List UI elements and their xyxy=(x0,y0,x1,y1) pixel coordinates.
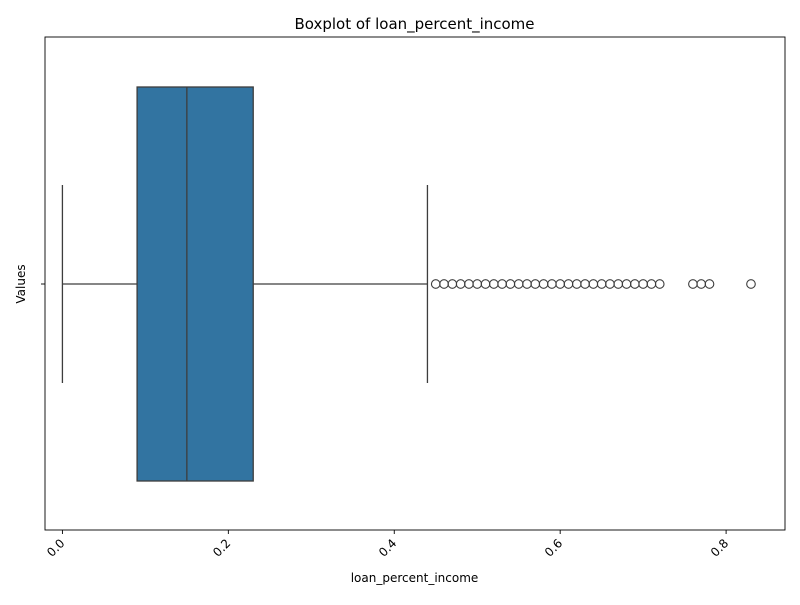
outlier-point xyxy=(439,279,449,289)
outlier-point xyxy=(613,279,624,289)
outlier-point xyxy=(563,279,574,289)
outlier-point xyxy=(538,279,549,289)
outlier-point xyxy=(704,279,715,289)
outlier-point xyxy=(522,279,532,289)
outlier-point xyxy=(588,279,599,289)
outlier-point xyxy=(480,279,491,289)
outlier-point xyxy=(596,279,607,289)
outlier-point xyxy=(571,279,582,289)
outlier-point xyxy=(505,279,516,289)
outlier-point xyxy=(430,279,441,289)
chart-title: Boxplot of loan_percent_income xyxy=(294,15,534,34)
outlier-point xyxy=(472,279,483,289)
outlier-point xyxy=(696,279,707,289)
x-tick-label: 0.8 xyxy=(708,536,731,559)
plot-area: 0.0 0.2 0.4 0.6 0.8 xyxy=(41,36,786,560)
outlier-point xyxy=(688,279,698,289)
outlier-point xyxy=(746,279,756,289)
outlier-point xyxy=(605,279,615,289)
iqr-box xyxy=(136,86,254,482)
outlier-point xyxy=(580,279,590,289)
outlier-point xyxy=(547,279,557,289)
outlier-point xyxy=(488,279,499,289)
outlier-point xyxy=(455,279,466,289)
y-axis-title: Values xyxy=(14,264,28,303)
x-tick-label: 0.4 xyxy=(376,536,399,559)
outlier-point xyxy=(654,279,665,289)
outlier-point xyxy=(638,279,648,289)
x-tick-label: 0.2 xyxy=(210,536,233,559)
outlier-point xyxy=(530,279,541,289)
outlier-point xyxy=(497,279,507,289)
outlier-point xyxy=(621,279,632,289)
x-axis-title: loan_percent_income xyxy=(351,571,479,585)
outlier-point xyxy=(555,279,566,289)
axes-frame xyxy=(44,36,786,531)
outlier-point xyxy=(513,279,524,289)
x-tick-label: 0.6 xyxy=(542,536,565,559)
outlier-point xyxy=(464,279,474,289)
outlier-point xyxy=(646,279,657,289)
outlier-point xyxy=(629,279,640,289)
x-tick-label: 0.0 xyxy=(44,536,67,559)
outlier-point xyxy=(447,279,458,289)
